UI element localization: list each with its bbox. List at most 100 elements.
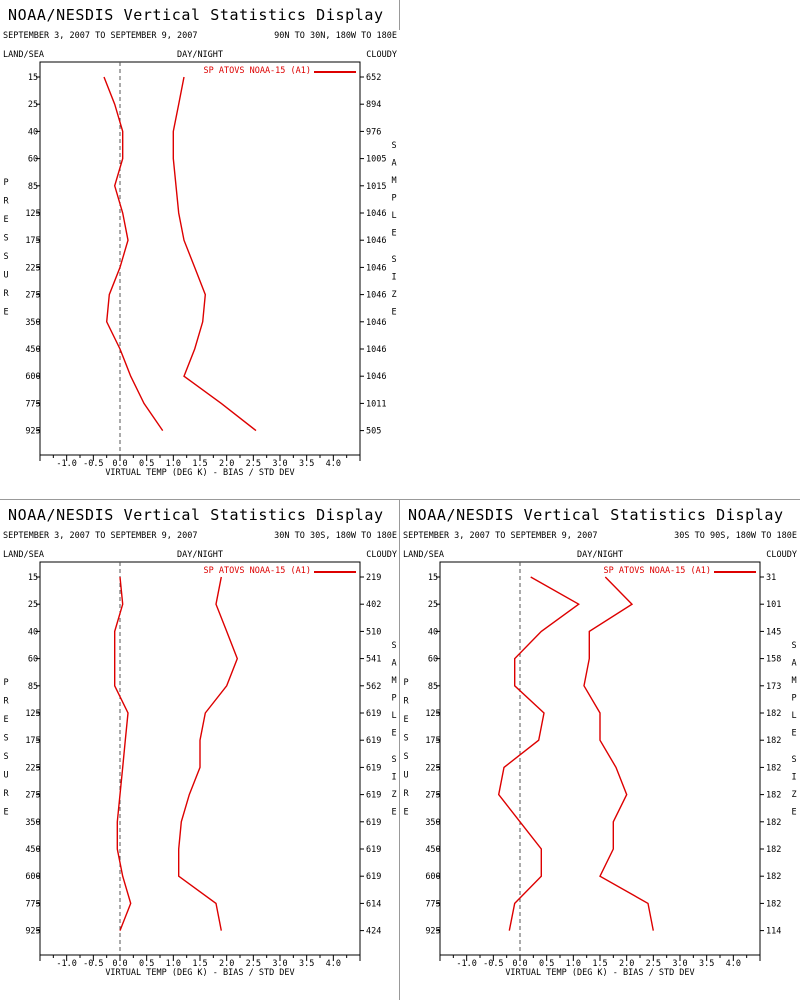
pressure-label: 925: [25, 427, 40, 437]
x-tick-label: 1.5: [192, 459, 207, 469]
y2-axis-label-char: P: [391, 194, 396, 204]
pressure-label: 125: [425, 709, 440, 719]
sample-size-label: 894: [366, 100, 381, 110]
y-axis-label-char: R: [3, 697, 9, 707]
x-tick-label: 1.5: [192, 959, 207, 969]
y2-axis-label-char: P: [791, 694, 796, 704]
y2-axis-label-char: L: [391, 711, 396, 721]
pressure-label: 85: [428, 682, 438, 692]
series-bias-line: [113, 576, 132, 931]
sample-size-label: 114: [766, 927, 781, 937]
y2-axis-label-char: P: [391, 694, 396, 704]
date-range: SEPTEMBER 3, 2007 TO SEPTEMBER 9, 2007: [403, 531, 597, 541]
chart-title: NOAA/NESDIS Vertical Statistics Display: [8, 6, 384, 24]
y-axis-label-char: S: [403, 752, 408, 762]
y2-axis-label-char: A: [791, 659, 796, 669]
pressure-label: 225: [25, 763, 40, 773]
sample-size-label: 182: [766, 791, 781, 801]
y2-axis-label-char: I: [391, 773, 396, 783]
sample-size-label: 173: [766, 682, 781, 692]
y2-axis-label-char: E: [391, 308, 396, 318]
y-axis-label-char: U: [3, 771, 8, 781]
pressure-label: 40: [28, 627, 38, 637]
series-bias-line: [497, 576, 580, 931]
x-tick-label: 3.0: [672, 959, 687, 969]
x-tick-label: 1.0: [166, 459, 181, 469]
pressure-label: 925: [25, 927, 40, 937]
y2-axis-label-char: S: [791, 755, 796, 765]
chart-title: NOAA/NESDIS Vertical Statistics Display: [408, 506, 784, 524]
x-tick-label: 3.5: [299, 959, 314, 969]
sample-size-label: 1046: [366, 236, 386, 246]
x-axis-label: VIRTUAL TEMP (DEG K) - BIAS / STD DEV: [105, 968, 294, 978]
y-axis-label-char: P: [3, 178, 8, 188]
y-axis-label-char: E: [403, 715, 408, 725]
x-tick-label: 3.5: [299, 459, 314, 469]
y2-axis-label-char: E: [791, 808, 796, 818]
y2-axis-label-char: S: [391, 141, 396, 151]
pressure-label: 15: [28, 573, 38, 583]
sample-size-label: 182: [766, 763, 781, 773]
sample-size-label: 101: [766, 600, 781, 610]
sample-size-label: 182: [766, 872, 781, 882]
sample-size-label: 619: [366, 845, 381, 855]
sample-size-label: 1046: [366, 318, 386, 328]
sample-size-label: 619: [366, 791, 381, 801]
cloudy-label: CLOUDY: [766, 550, 797, 560]
y2-axis-label-char: A: [391, 659, 396, 669]
x-tick-label: -1.0: [56, 459, 76, 469]
y2-axis-label-char: Z: [391, 290, 396, 300]
region-label: 30N TO 30S, 180W TO 180E: [274, 531, 397, 541]
x-tick-label: 0.5: [139, 959, 154, 969]
legend-label: SP ATOVS NOAA-15 (A1): [204, 566, 311, 576]
plot-frame: [39, 61, 361, 456]
sample-size-label: 562: [366, 682, 381, 692]
sample-size-label: 145: [766, 627, 781, 637]
panel-tropics: NOAA/NESDIS Vertical Statistics Display S…: [3, 506, 397, 978]
sample-size-label: 510: [366, 627, 381, 637]
cloudy-label: CLOUDY: [366, 550, 397, 560]
y2-axis-label-char: S: [391, 755, 396, 765]
date-range: SEPTEMBER 3, 2007 TO SEPTEMBER 9, 2007: [3, 531, 197, 541]
sample-size-label: 652: [366, 73, 381, 83]
pressure-label: 925: [425, 927, 440, 937]
land-sea-label: LAND/SEA: [3, 550, 44, 560]
y2-axis-label-char: M: [391, 676, 396, 686]
x-tick-label: 0.0: [112, 459, 127, 469]
sample-size-label: 1015: [366, 182, 386, 192]
x-tick-label: -0.5: [83, 459, 103, 469]
legend-label: SP ATOVS NOAA-15 (A1): [604, 566, 711, 576]
pressure-label: 125: [25, 209, 40, 219]
x-tick-label: 0.0: [512, 959, 527, 969]
pressure-label: 125: [25, 709, 40, 719]
sample-size-label: 1046: [366, 209, 386, 219]
legend-label: SP ATOVS NOAA-15 (A1): [204, 66, 311, 76]
pressure-label: 600: [25, 872, 40, 882]
sample-size-label: 1046: [366, 372, 386, 382]
y2-axis-label-char: E: [391, 808, 396, 818]
pressure-label: 275: [25, 291, 40, 301]
sample-size-label: 219: [366, 573, 381, 583]
y2-axis-label-char: S: [391, 255, 396, 265]
sample-size-label: 158: [766, 655, 781, 665]
pressure-label: 175: [425, 736, 440, 746]
day-night-label: DAY/NIGHT: [577, 550, 623, 560]
y2-axis-label-char: I: [791, 773, 796, 783]
series-std_dev-line: [177, 576, 239, 931]
pressure-label: 25: [28, 600, 38, 610]
x-tick-label: 3.0: [272, 959, 287, 969]
y2-axis-label-char: M: [791, 676, 796, 686]
y2-axis-label-char: Z: [791, 790, 796, 800]
pressure-label: 450: [25, 845, 40, 855]
pressure-label: 275: [425, 791, 440, 801]
y2-axis-label-char: I: [391, 273, 396, 283]
x-tick-label: 2.0: [619, 959, 634, 969]
y2-axis-label-char: S: [391, 641, 396, 651]
sample-size-label: 541: [366, 655, 381, 665]
y-axis-label-char: E: [403, 808, 408, 818]
sample-size-label: 182: [766, 709, 781, 719]
x-tick-label: -0.5: [83, 959, 103, 969]
panel-south: NOAA/NESDIS Vertical Statistics Display S…: [403, 506, 797, 978]
pressure-label: 25: [428, 600, 438, 610]
pressure-label: 15: [428, 573, 438, 583]
